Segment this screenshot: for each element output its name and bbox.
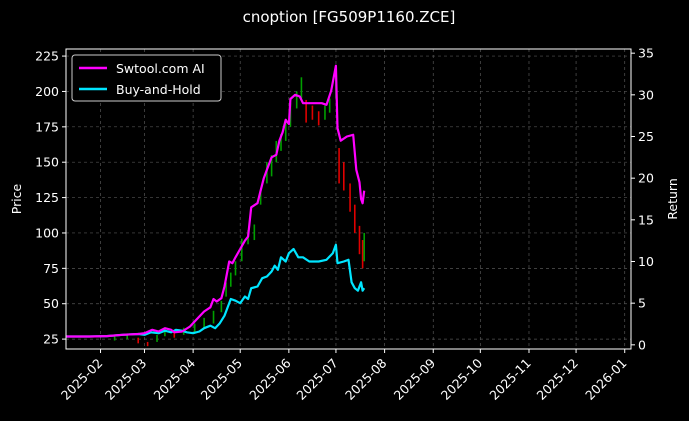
y-axis-left: 25 50 75 100 125 150 175 200 225	[35, 49, 66, 347]
y-tick-label: 25	[43, 332, 59, 347]
y2-tick-label: 20	[638, 171, 654, 186]
chart-title: cnoption [FG509P1160.ZCE]	[243, 8, 456, 26]
y-tick-label: 175	[35, 119, 59, 134]
y2-axis-label: Return	[665, 178, 680, 219]
y2-tick-label: 35	[638, 46, 654, 61]
y-axis-label: Price	[9, 183, 24, 214]
y-tick-label: 75	[43, 261, 59, 276]
y2-tick-label: 0	[638, 337, 646, 352]
y2-tick-label: 15	[638, 212, 654, 227]
y-tick-label: 100	[35, 225, 59, 240]
grid-lines	[66, 49, 631, 349]
y2-tick-label: 30	[638, 87, 654, 102]
y-tick-label: 150	[35, 155, 59, 170]
return-lines	[66, 64, 366, 338]
plot-frame	[65, 48, 632, 350]
legend: Swtool.com AI Buy-and-Hold	[71, 54, 222, 102]
legend-label-buy-hold: Buy-and-Hold	[116, 82, 201, 97]
y-tick-label: 200	[35, 84, 59, 99]
y-tick-label: 125	[35, 190, 59, 205]
series-line-ai	[66, 64, 366, 338]
legend-box	[71, 54, 222, 102]
y2-tick-label: 5	[638, 296, 646, 311]
y-axis-right: 0 5 10 15 20 25 30 35	[631, 46, 654, 352]
legend-label-ai: Swtool.com AI	[116, 61, 205, 76]
series-line-buy-hold	[66, 243, 366, 338]
y2-tick-label: 25	[638, 129, 654, 144]
y2-tick-label: 10	[638, 254, 654, 269]
y-tick-label: 50	[43, 296, 59, 311]
y-tick-label: 225	[35, 49, 59, 64]
